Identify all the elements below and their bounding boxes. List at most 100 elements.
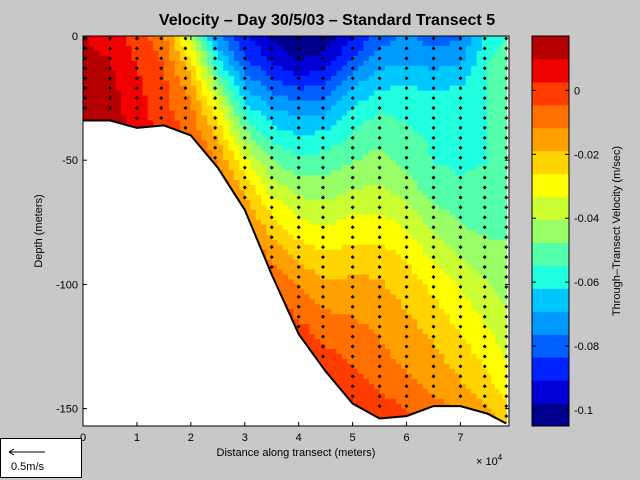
- velocity-cell: [347, 125, 354, 131]
- velocity-cell: [471, 165, 478, 171]
- velocity-cell: [395, 80, 402, 87]
- velocity-cell: [320, 219, 327, 226]
- velocity-cell: [309, 95, 316, 102]
- velocity-cell: [428, 299, 435, 305]
- velocity-cell: [223, 105, 230, 112]
- velocity-cell: [482, 150, 489, 156]
- velocity-cell: [298, 115, 305, 122]
- velocity-cell: [341, 204, 348, 211]
- velocity-cell: [449, 264, 456, 271]
- velocity-cell: [88, 45, 95, 52]
- velocity-cell: [298, 55, 305, 62]
- velocity-cell: [422, 304, 429, 310]
- velocity-cell: [260, 150, 267, 156]
- velocity-cell: [196, 125, 203, 131]
- velocity-cell: [502, 80, 507, 87]
- velocity-cell: [455, 60, 462, 67]
- velocity-cell: [428, 95, 435, 102]
- velocity-cell: [331, 289, 338, 295]
- velocity-cell: [250, 160, 257, 166]
- velocity-cell: [444, 130, 451, 136]
- velocity-cell: [277, 185, 284, 191]
- velocity-cell: [406, 264, 413, 271]
- velocity-cell: [185, 95, 192, 102]
- velocity-cell: [368, 140, 375, 146]
- velocity-cell: [282, 45, 289, 52]
- velocity-cell: [444, 140, 451, 146]
- velocity-cell: [331, 309, 338, 315]
- velocity-cell: [309, 150, 316, 156]
- velocity-cell: [487, 130, 492, 136]
- velocity-cell: [250, 180, 257, 186]
- velocity-cell: [384, 165, 391, 171]
- velocity-cell: [384, 289, 391, 295]
- velocity-cell: [401, 105, 408, 112]
- velocity-cell: [341, 269, 348, 276]
- velocity-cell: [309, 309, 316, 315]
- velocity-cell: [460, 135, 467, 141]
- velocity-cell: [309, 214, 316, 221]
- velocity-cell: [293, 75, 300, 82]
- velocity-cell: [384, 170, 391, 176]
- velocity-cell: [476, 279, 483, 286]
- velocity-cell: [438, 85, 445, 92]
- velocity-cell: [266, 224, 273, 231]
- velocity-cell: [494, 314, 500, 320]
- velocity-cell: [498, 194, 504, 201]
- velocity-cell: [352, 294, 359, 300]
- velocity-cell: [336, 319, 343, 325]
- velocity-cell: [368, 45, 375, 52]
- velocity-cell: [331, 36, 338, 42]
- velocity-cell: [363, 150, 370, 156]
- velocity-cell: [444, 279, 451, 286]
- velocity-cell: [287, 55, 294, 62]
- velocity-cell: [88, 40, 95, 47]
- velocity-cell: [314, 70, 321, 77]
- velocity-cell: [309, 244, 316, 251]
- velocity-cell: [169, 45, 176, 52]
- velocity-cell: [233, 150, 240, 156]
- velocity-cell: [384, 55, 391, 62]
- velocity-cell: [255, 105, 262, 112]
- velocity-cell: [331, 314, 338, 320]
- velocity-cell: [502, 130, 507, 136]
- velocity-cell: [271, 70, 278, 77]
- velocity-cell: [363, 70, 370, 77]
- velocity-cell: [433, 269, 440, 276]
- velocity-cell: [271, 194, 278, 201]
- velocity-cell: [169, 70, 176, 77]
- velocity-cell: [260, 155, 267, 161]
- velocity-cell: [131, 105, 138, 112]
- velocity-cell: [266, 40, 273, 47]
- velocity-cell: [494, 175, 500, 181]
- velocity-cell: [212, 150, 219, 156]
- velocity-cell: [298, 199, 305, 206]
- velocity-cell: [433, 254, 440, 261]
- velocity-cell: [250, 110, 257, 117]
- velocity-cell: [502, 190, 507, 196]
- velocity-cell: [223, 80, 230, 87]
- velocity-cell: [384, 145, 391, 151]
- velocity-cell: [422, 120, 429, 127]
- velocity-cell: [494, 70, 500, 77]
- velocity-cell: [298, 125, 305, 131]
- velocity-cell: [314, 140, 321, 146]
- velocity-cell: [271, 130, 278, 136]
- velocity-cell: [465, 145, 472, 151]
- velocity-cell: [287, 100, 294, 107]
- velocity-cell: [395, 249, 402, 256]
- velocity-cell: [174, 100, 181, 107]
- velocity-cell: [491, 234, 496, 241]
- velocity-cell: [438, 145, 445, 151]
- velocity-cell: [395, 319, 402, 325]
- velocity-cell: [293, 135, 300, 141]
- velocity-cell: [494, 279, 500, 286]
- velocity-cell: [494, 329, 500, 335]
- velocity-cell: [422, 289, 429, 295]
- velocity-cell: [255, 145, 262, 151]
- velocity-cell: [147, 90, 154, 97]
- velocity-cell: [476, 160, 483, 166]
- velocity-cell: [309, 135, 316, 141]
- velocity-cell: [411, 279, 418, 286]
- velocity-cell: [498, 90, 504, 97]
